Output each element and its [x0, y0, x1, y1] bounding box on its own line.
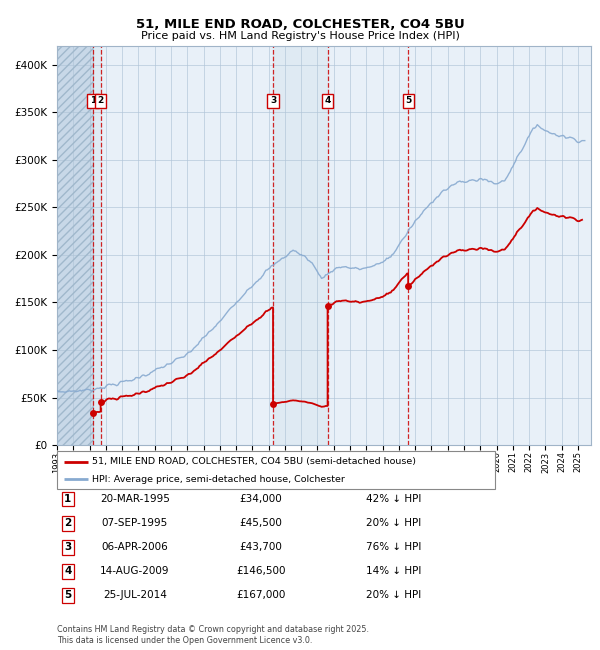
Text: 51, MILE END ROAD, COLCHESTER, CO4 5BU: 51, MILE END ROAD, COLCHESTER, CO4 5BU [136, 18, 464, 31]
Bar [57, 46, 93, 445]
Text: 4: 4 [325, 96, 331, 105]
Text: 2: 2 [64, 518, 71, 528]
Text: 76% ↓ HPI: 76% ↓ HPI [366, 542, 421, 552]
Bar [93, 46, 101, 445]
Bar [273, 46, 328, 445]
Text: 06-APR-2006: 06-APR-2006 [101, 542, 169, 552]
Text: 07-SEP-1995: 07-SEP-1995 [102, 518, 168, 528]
Text: 14% ↓ HPI: 14% ↓ HPI [366, 566, 421, 577]
Text: 3: 3 [64, 542, 71, 552]
Text: Price paid vs. HM Land Registry's House Price Index (HPI): Price paid vs. HM Land Registry's House … [140, 31, 460, 41]
Text: £43,700: £43,700 [239, 542, 283, 552]
Text: £167,000: £167,000 [236, 590, 286, 601]
Text: 51, MILE END ROAD, COLCHESTER, CO4 5BU (semi-detached house): 51, MILE END ROAD, COLCHESTER, CO4 5BU (… [92, 457, 416, 466]
Text: 4: 4 [64, 566, 71, 577]
Text: Contains HM Land Registry data © Crown copyright and database right 2025.
This d: Contains HM Land Registry data © Crown c… [57, 625, 369, 645]
Text: 5: 5 [64, 590, 71, 601]
Text: 14-AUG-2009: 14-AUG-2009 [100, 566, 170, 577]
Text: HPI: Average price, semi-detached house, Colchester: HPI: Average price, semi-detached house,… [92, 475, 345, 484]
Text: 20-MAR-1995: 20-MAR-1995 [100, 494, 170, 504]
Text: 42% ↓ HPI: 42% ↓ HPI [366, 494, 421, 504]
Text: 2: 2 [98, 96, 104, 105]
Text: 20% ↓ HPI: 20% ↓ HPI [366, 590, 421, 601]
Text: £45,500: £45,500 [239, 518, 283, 528]
Text: 5: 5 [405, 96, 411, 105]
Text: 25-JUL-2014: 25-JUL-2014 [103, 590, 167, 601]
Text: £146,500: £146,500 [236, 566, 286, 577]
Bar [57, 46, 93, 445]
Text: 20% ↓ HPI: 20% ↓ HPI [366, 518, 421, 528]
Text: £34,000: £34,000 [239, 494, 283, 504]
FancyBboxPatch shape [57, 451, 495, 489]
Text: 1: 1 [64, 494, 71, 504]
Text: 1: 1 [90, 96, 96, 105]
Text: 3: 3 [270, 96, 276, 105]
